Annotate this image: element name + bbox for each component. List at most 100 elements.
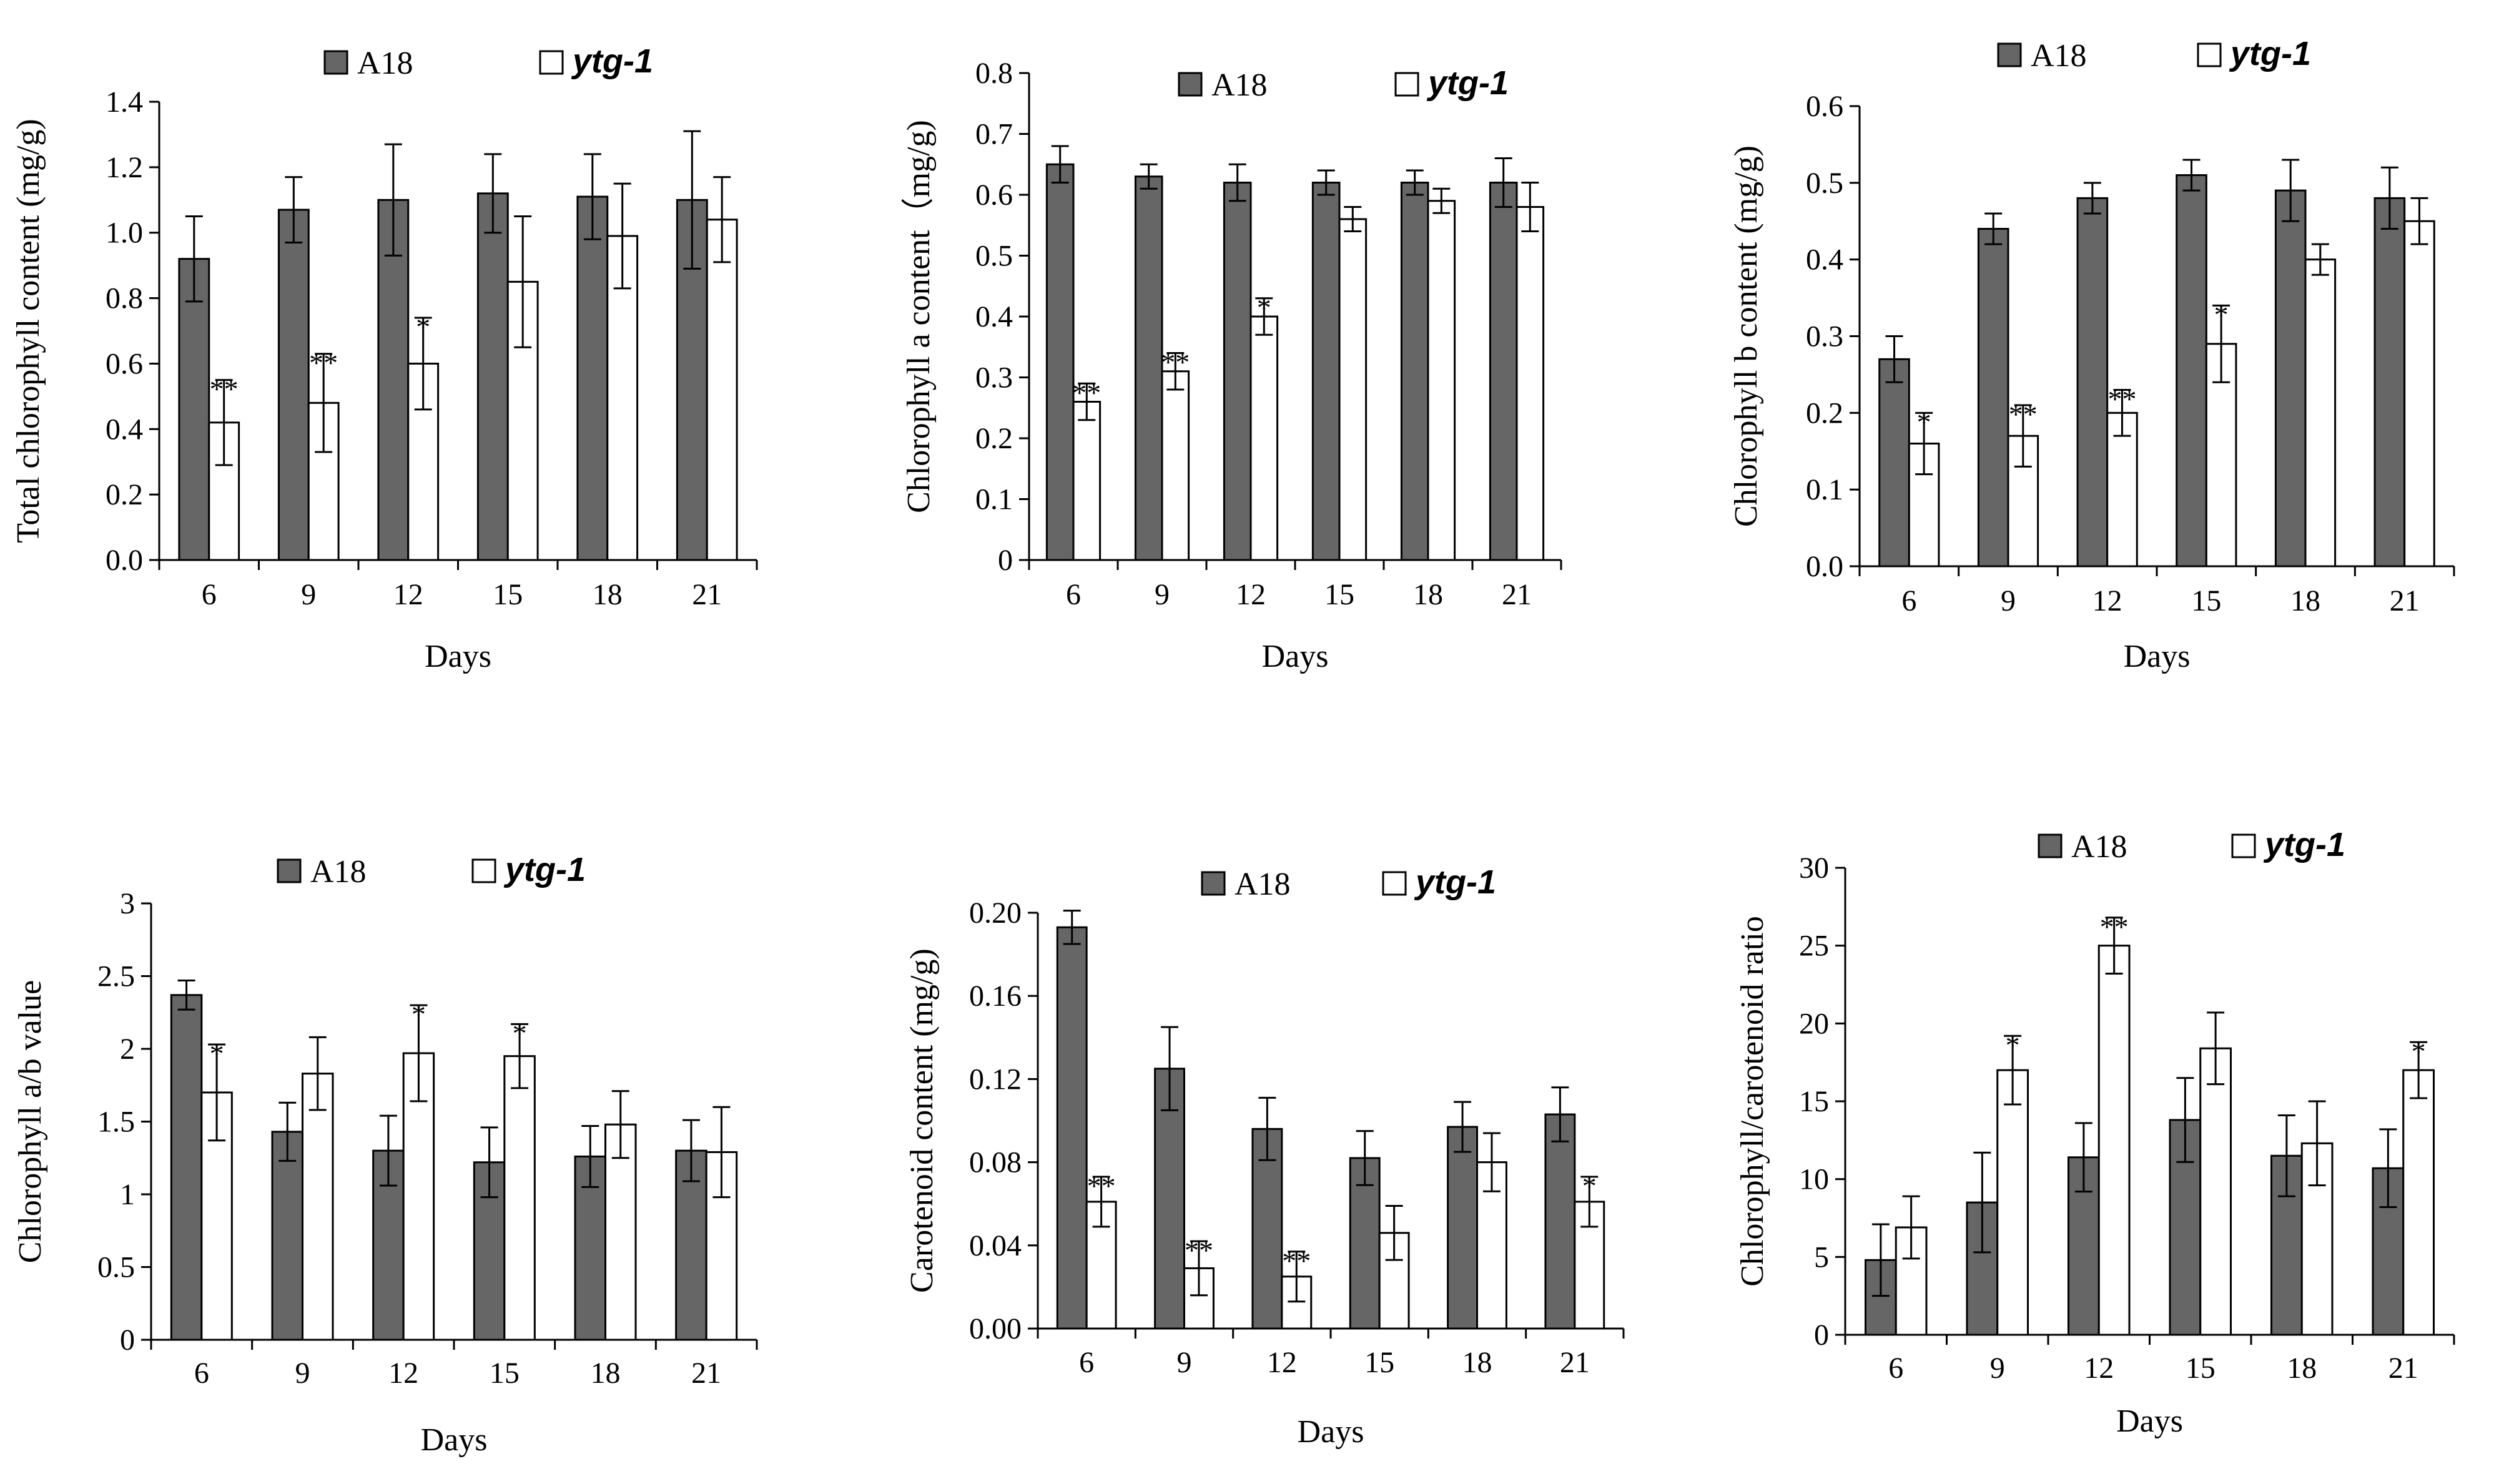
chart-6: 0 5 10 15 20 25 30 6 * 9 ** 12 15 18 * 21 Days Chlorophyl… [1735,826,2455,1439]
y-tick-label: 1.2 [106,151,143,184]
legend-label-a18: A18 [1211,67,1268,103]
y-tick-label: 0.1 [1806,473,1843,506]
y-tick-label: 0.16 [969,980,1022,1013]
y-tick-label: 0.08 [969,1146,1022,1179]
y-tick-label: 0.2 [975,422,1013,455]
x-tick-label: 12 [388,1357,418,1390]
x-tick-label: 21 [691,1357,721,1390]
bar-a18 [271,1131,303,1341]
legend-label-ytg1: ytg-1 [2229,35,2311,72]
x-tick-label: 9 [1990,1352,2005,1385]
y-tick-label: 0.12 [969,1063,1022,1096]
y-tick-label: 0.4 [1806,243,1843,277]
bar-a18 [1056,926,1088,1330]
y-tick-label: 0.4 [106,413,143,446]
bar-ytg1 [302,1073,334,1341]
significance-mark: ** [2100,911,2129,943]
bar-ytg1 [2205,343,2237,568]
y-tick-label: 0 [998,544,1013,577]
legend-label-ytg1: ytg-1 [1426,64,1509,102]
y-axis-title: Chlorophyll/carotenoid ratio [1735,916,1770,1287]
x-tick-label: 15 [490,1357,520,1390]
x-tick-label: 18 [1462,1346,1492,1379]
bar-a18 [1400,182,1429,561]
x-tick-label: 12 [1236,578,1266,611]
significance-mark: * [210,1038,224,1069]
bar-a18 [2274,189,2307,568]
y-tick-label: 0.3 [975,361,1013,395]
significance-mark: ** [1087,1170,1116,1202]
bar-ytg1 [1161,370,1190,561]
y-tick-label: 0.4 [975,300,1013,333]
y-tick-label: 0 [120,1324,135,1357]
legend-swatch-a18 [277,858,302,883]
x-tick-label: 12 [393,578,423,611]
y-tick-label: 0.2 [106,478,143,511]
significance-mark: * [2214,298,2229,330]
y-tick-label: 0.04 [969,1229,1022,1262]
x-tick-label: 21 [2388,1352,2418,1385]
bar-ytg1 [1516,206,1545,561]
significance-mark: ** [1282,1245,1311,1277]
bar-ytg1 [2097,945,2131,1336]
x-tick-label: 21 [2390,584,2420,617]
x-tick-label: 18 [2287,1352,2317,1385]
legend-label-a18: A18 [2071,829,2127,865]
x-tick-label: 15 [2191,584,2221,617]
y-tick-label: 25 [1799,930,1829,963]
y-tick-label: 3 [120,887,135,920]
bar-a18 [1349,1157,1381,1330]
y-tick-label: 30 [1799,852,1829,885]
bar-ytg1 [2403,220,2435,568]
y-axis-title: Chlorophyll b content (mg/g) [1728,145,1764,527]
bar-a18 [1311,182,1341,561]
x-tick-label: 9 [1177,1346,1192,1379]
legend-swatch-a18 [2038,833,2063,858]
y-tick-label: 0.7 [975,118,1013,151]
significance-mark: * [2006,1029,2020,1061]
y-tick-label: 0.00 [969,1312,1022,1345]
significance-mark: * [2412,1035,2426,1067]
x-axis-title: Days [2116,1403,2183,1439]
x-tick-label: 15 [493,578,523,611]
chart-5: 0.00 0.04 0.08 0.12 0.16 0.20 ** 6 ** 9 ** 12 15 18 * 2… [904,863,1625,1450]
x-tick-label: 18 [1413,578,1443,611]
x-axis-title: Days [2124,639,2191,674]
x-tick-label: 18 [2290,584,2320,617]
legend-swatch-a18 [1997,42,2022,67]
x-tick-label: 12 [2092,584,2122,617]
legend-swatch-ytg1 [1382,871,1407,896]
legend-swatch-ytg1 [2197,42,2222,67]
significance-mark: ** [1185,1234,1213,1266]
y-tick-label: 0.0 [1806,550,1843,583]
x-axis-title: Days [421,1422,488,1458]
x-tick-label: 15 [2186,1352,2216,1385]
y-tick-label: 0.5 [1806,167,1843,200]
x-tick-label: 6 [1901,584,1916,617]
bar-ytg1 [1427,200,1456,561]
y-tick-label: 0.1 [975,483,1013,516]
x-tick-label: 18 [593,578,623,611]
y-tick-label: 10 [1799,1163,1829,1196]
y-tick-label: 0.2 [1806,396,1843,430]
bar-ytg1 [503,1055,536,1341]
y-tick-label: 0.3 [1806,320,1843,353]
bar-a18 [277,209,310,561]
bar-a18 [476,192,509,561]
y-tick-label: 0.6 [1806,90,1843,123]
y-tick-label: 0.8 [106,282,143,315]
x-axis-title: Days [1262,639,1329,674]
bar-a18 [178,258,210,561]
y-tick-label: 0.6 [106,347,143,380]
x-tick-label: 21 [1560,1346,1590,1379]
x-tick-label: 18 [591,1357,621,1390]
bar-a18 [1223,182,1252,561]
bar-ytg1 [1250,315,1279,561]
bar-a18 [170,994,203,1341]
chart-2: 0 0.1 0.2 0.3 0.4 0.5 0.6 0.7 0.8 ** 6 ** 9 * 12 15 18 21… [901,57,1562,674]
y-tick-label: 2.5 [97,960,135,993]
legend-label-a18: A18 [1235,867,1291,902]
y-tick-label: 1.5 [97,1106,135,1139]
chart-1: 0.0 0.2 0.4 0.6 0.8 1.0 1.2 1.4 ** 6 ** 9 * 12 15 18 21 D… [11,42,758,674]
